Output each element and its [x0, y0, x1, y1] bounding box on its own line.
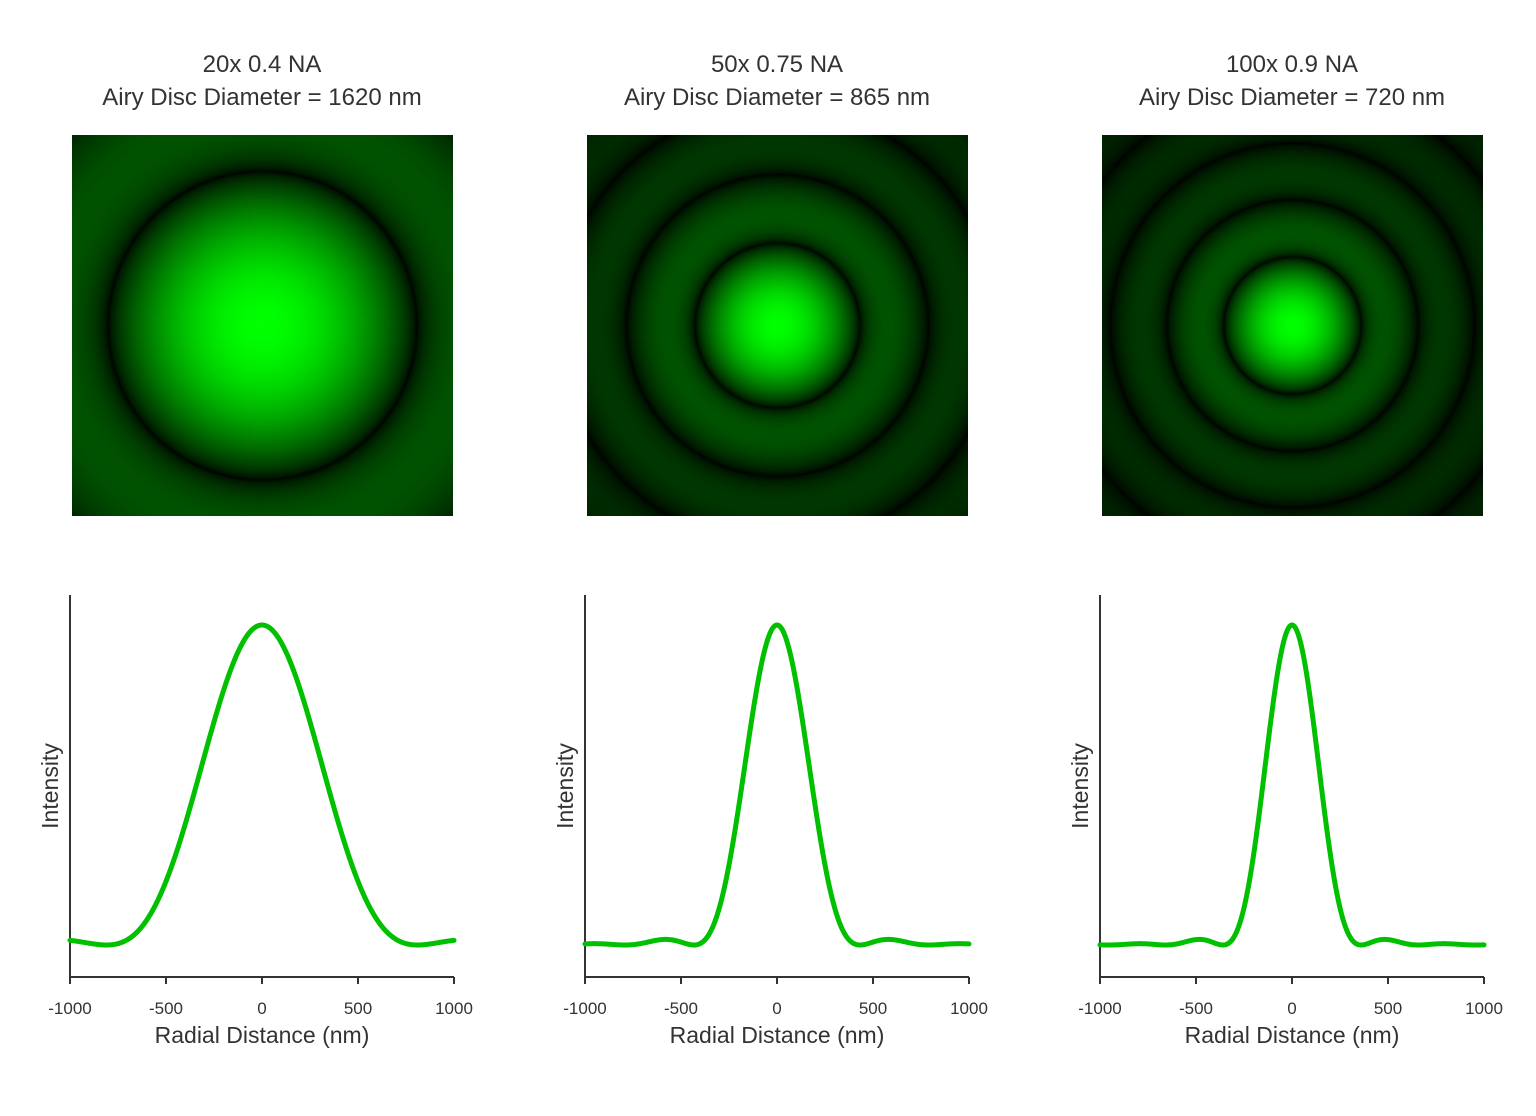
panel-title: 100x 0.9 NA Airy Disc Diameter = 720 nm: [1082, 48, 1502, 114]
panel-title-airy-diameter: Airy Disc Diameter = 1620 nm: [102, 84, 422, 111]
x-tick-label: 1000: [435, 999, 473, 1018]
x-axis-label: Radial Distance (nm): [155, 1022, 370, 1048]
x-tick-label: -1000: [1078, 999, 1121, 1018]
x-axis-label: Radial Distance (nm): [670, 1022, 885, 1048]
panel-title-airy-diameter: Airy Disc Diameter = 865 nm: [623, 84, 931, 111]
y-axis-label: Intensity: [552, 743, 578, 829]
panel-title-airy-diameter: Airy Disc Diameter = 720 nm: [1138, 84, 1446, 111]
x-axis-label: Radial Distance (nm): [1185, 1022, 1400, 1048]
x-tick-label: 500: [344, 999, 372, 1018]
y-axis-label: Intensity: [37, 743, 63, 829]
intensity-curve: [582, 622, 972, 948]
x-tick-label: 1000: [950, 999, 988, 1018]
intensity-curve: [67, 622, 457, 948]
panel-title: 50x 0.75 NA Airy Disc Diameter = 865 nm: [567, 48, 987, 114]
panel-title-objective: 100x 0.9 NA: [1225, 51, 1359, 78]
x-tick-label: -500: [664, 999, 698, 1018]
x-tick-label: -500: [149, 999, 183, 1018]
x-tick-label: 0: [772, 999, 781, 1018]
airy-disc-image: [1102, 135, 1483, 516]
airy-disc-image: [72, 135, 453, 516]
panel-title: 20x 0.4 NA Airy Disc Diameter = 1620 nm: [52, 48, 472, 114]
airy-disc-image: [587, 135, 968, 516]
panel-title-objective: 50x 0.75 NA: [710, 51, 844, 78]
panel-title-objective: 20x 0.4 NA: [202, 51, 322, 78]
intensity-curve: [1097, 622, 1487, 948]
x-tick-label: -1000: [48, 999, 91, 1018]
x-tick-label: 0: [257, 999, 266, 1018]
x-tick-label: -1000: [563, 999, 606, 1018]
x-tick-label: -500: [1179, 999, 1213, 1018]
x-tick-label: 0: [1287, 999, 1296, 1018]
x-tick-label: 500: [1374, 999, 1402, 1018]
y-axis-label: Intensity: [1067, 743, 1093, 829]
x-tick-label: 500: [859, 999, 887, 1018]
x-tick-label: 1000: [1465, 999, 1503, 1018]
